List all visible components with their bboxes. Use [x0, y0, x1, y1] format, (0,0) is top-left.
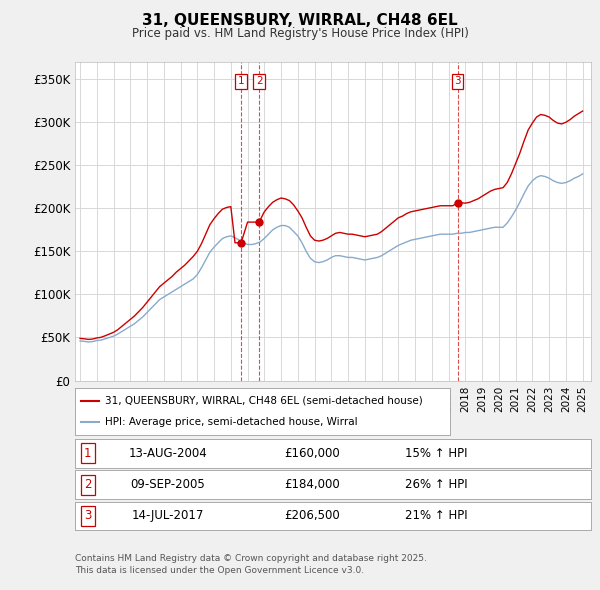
- Text: 14-JUL-2017: 14-JUL-2017: [131, 509, 204, 523]
- Text: 09-SEP-2005: 09-SEP-2005: [131, 478, 205, 491]
- Text: 31, QUEENSBURY, WIRRAL, CH48 6EL: 31, QUEENSBURY, WIRRAL, CH48 6EL: [142, 13, 458, 28]
- Text: 1: 1: [84, 447, 92, 460]
- Text: 31, QUEENSBURY, WIRRAL, CH48 6EL (semi-detached house): 31, QUEENSBURY, WIRRAL, CH48 6EL (semi-d…: [105, 396, 423, 406]
- Text: 3: 3: [84, 509, 92, 523]
- Text: 3: 3: [454, 76, 461, 86]
- Text: 2: 2: [256, 76, 262, 86]
- Text: 26% ↑ HPI: 26% ↑ HPI: [405, 478, 467, 491]
- Text: 13-AUG-2004: 13-AUG-2004: [128, 447, 207, 460]
- Text: Price paid vs. HM Land Registry's House Price Index (HPI): Price paid vs. HM Land Registry's House …: [131, 27, 469, 40]
- Text: £206,500: £206,500: [284, 509, 340, 523]
- Text: 15% ↑ HPI: 15% ↑ HPI: [405, 447, 467, 460]
- Text: 21% ↑ HPI: 21% ↑ HPI: [405, 509, 467, 523]
- Text: £184,000: £184,000: [284, 478, 340, 491]
- Text: 2: 2: [84, 478, 92, 491]
- Text: Contains HM Land Registry data © Crown copyright and database right 2025.
This d: Contains HM Land Registry data © Crown c…: [75, 555, 427, 575]
- Text: £160,000: £160,000: [284, 447, 340, 460]
- Text: HPI: Average price, semi-detached house, Wirral: HPI: Average price, semi-detached house,…: [105, 417, 358, 427]
- Text: 1: 1: [238, 76, 244, 86]
